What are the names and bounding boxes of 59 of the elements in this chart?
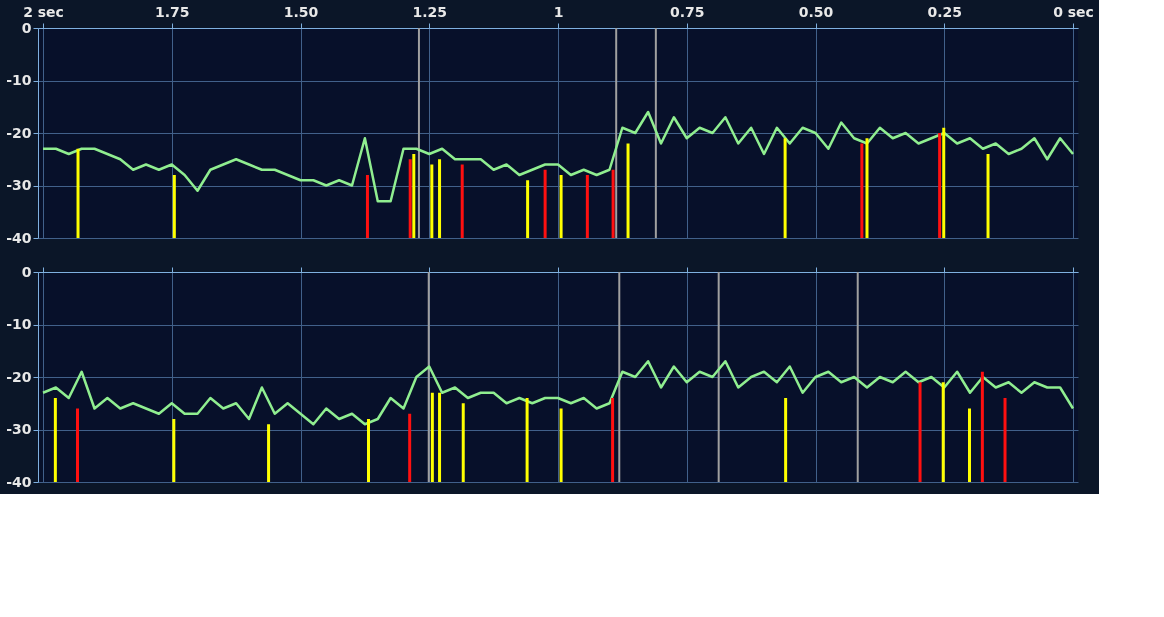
bar	[860, 143, 864, 238]
bar	[942, 127, 946, 238]
x-tick-label: 0.75	[669, 3, 705, 20]
bar	[76, 408, 80, 482]
bar	[267, 424, 271, 482]
bar	[980, 371, 984, 482]
y-tick-label: -10	[6, 316, 32, 332]
bar	[438, 392, 442, 482]
bar	[611, 398, 615, 482]
y-tick-label: -40	[6, 229, 32, 246]
bar	[430, 164, 434, 238]
bar	[626, 143, 630, 238]
bar	[559, 175, 563, 238]
bar	[172, 419, 176, 482]
bar	[1003, 398, 1007, 482]
y-tick-label: -40	[6, 473, 32, 490]
y-tick-label: -20	[6, 124, 32, 141]
x-tick-label: 0 sec	[1053, 3, 1094, 20]
x-tick-label: 1.75	[154, 3, 190, 20]
bar	[783, 138, 787, 238]
bar	[438, 159, 442, 238]
bar	[585, 175, 589, 238]
bar	[461, 403, 465, 482]
line-series	[41, 360, 1075, 426]
bar	[172, 175, 176, 238]
x-tick-label: 1.50	[283, 3, 319, 20]
bar	[559, 408, 563, 482]
bar	[938, 133, 942, 238]
bar	[53, 398, 57, 482]
x-tick-label: 2 sec	[23, 3, 64, 20]
bar	[526, 180, 530, 238]
bar	[543, 169, 547, 238]
x-tick-label: 1.25	[412, 3, 448, 20]
y-tick-label: -30	[6, 421, 32, 437]
bar	[918, 382, 922, 482]
bar	[76, 148, 80, 238]
bar	[412, 154, 416, 238]
bar	[366, 419, 370, 482]
x-tick-label: 0.50	[798, 3, 834, 20]
bar	[430, 392, 434, 482]
bar	[611, 169, 615, 238]
y-tick-label: 0	[21, 263, 32, 280]
bar	[865, 138, 869, 238]
bar	[941, 382, 945, 482]
bar	[525, 398, 529, 482]
x-tick-label: 0.25	[927, 3, 963, 20]
bar	[784, 398, 788, 482]
line-series	[41, 110, 1075, 203]
bar	[365, 175, 369, 238]
y-tick-label: -10	[6, 72, 32, 88]
x-tick-label: 1	[553, 3, 564, 20]
y-tick-label: -20	[6, 368, 32, 385]
y-tick-label: 0	[21, 19, 32, 36]
bar	[408, 413, 412, 482]
y-tick-label: -30	[6, 177, 32, 193]
bar	[460, 164, 464, 238]
bar	[408, 159, 412, 238]
bar	[967, 408, 971, 482]
bar	[986, 154, 990, 238]
